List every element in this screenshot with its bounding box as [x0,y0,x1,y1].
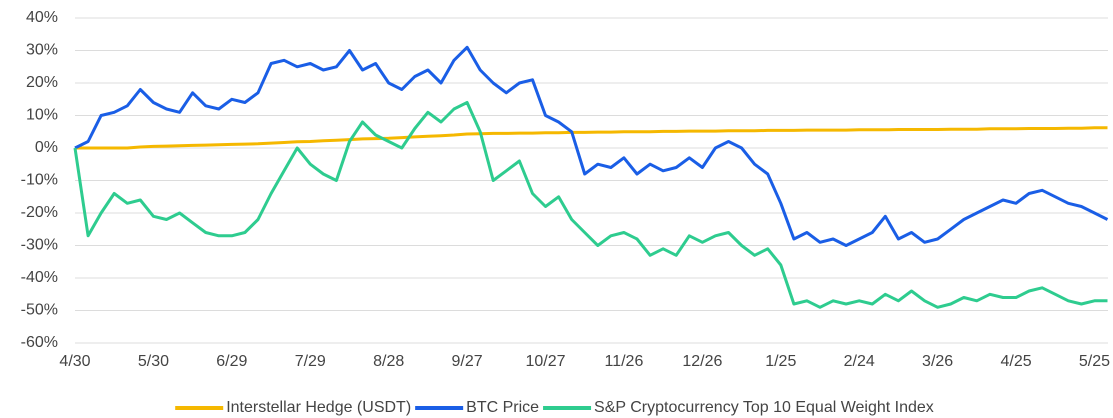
y-tick-label: -40% [21,269,58,286]
y-tick-label: 20% [26,74,58,91]
legend-label: BTC Price [466,399,539,416]
x-tick-label: 5/25 [1079,353,1110,370]
legend-label: S&P Cryptocurrency Top 10 Equal Weight I… [594,399,934,416]
series-line [73,101,1108,309]
x-tick-label: 1/25 [765,353,796,370]
y-tick-label: 10% [26,107,58,124]
x-tick-label: 11/26 [605,353,644,370]
y-tick-label: 0% [35,139,58,156]
x-tick-label: 12/26 [682,353,722,370]
y-tick-label: -50% [21,302,58,319]
x-tick-label: 7/29 [295,353,326,370]
x-tick-label: 3/26 [922,353,953,370]
y-tick-label: -20% [21,204,58,221]
series-line [74,45,1109,247]
x-tick-label: 6/29 [216,353,247,370]
x-tick-label: 10/27 [525,353,565,370]
y-tick-label: -60% [21,334,58,351]
x-tick-label: 9/27 [452,353,483,370]
legend-label: Interstellar Hedge (USDT) [226,399,411,416]
x-tick-label: 4/30 [59,353,90,370]
series-line [75,126,1108,150]
x-tick-label: 2/24 [844,353,875,370]
y-tick-label: 30% [26,42,58,59]
y-tick-label: 40% [26,9,58,26]
x-tick-label: 5/30 [138,353,169,370]
legend: Interstellar Hedge (USDT) BTC Price S&P Cr… [175,399,934,416]
x-tick-label: 4/25 [1000,353,1031,370]
x-tick-label: 8/28 [373,353,404,370]
y-tick-label: -10% [21,172,58,189]
y-tick-label: -30% [21,237,58,254]
